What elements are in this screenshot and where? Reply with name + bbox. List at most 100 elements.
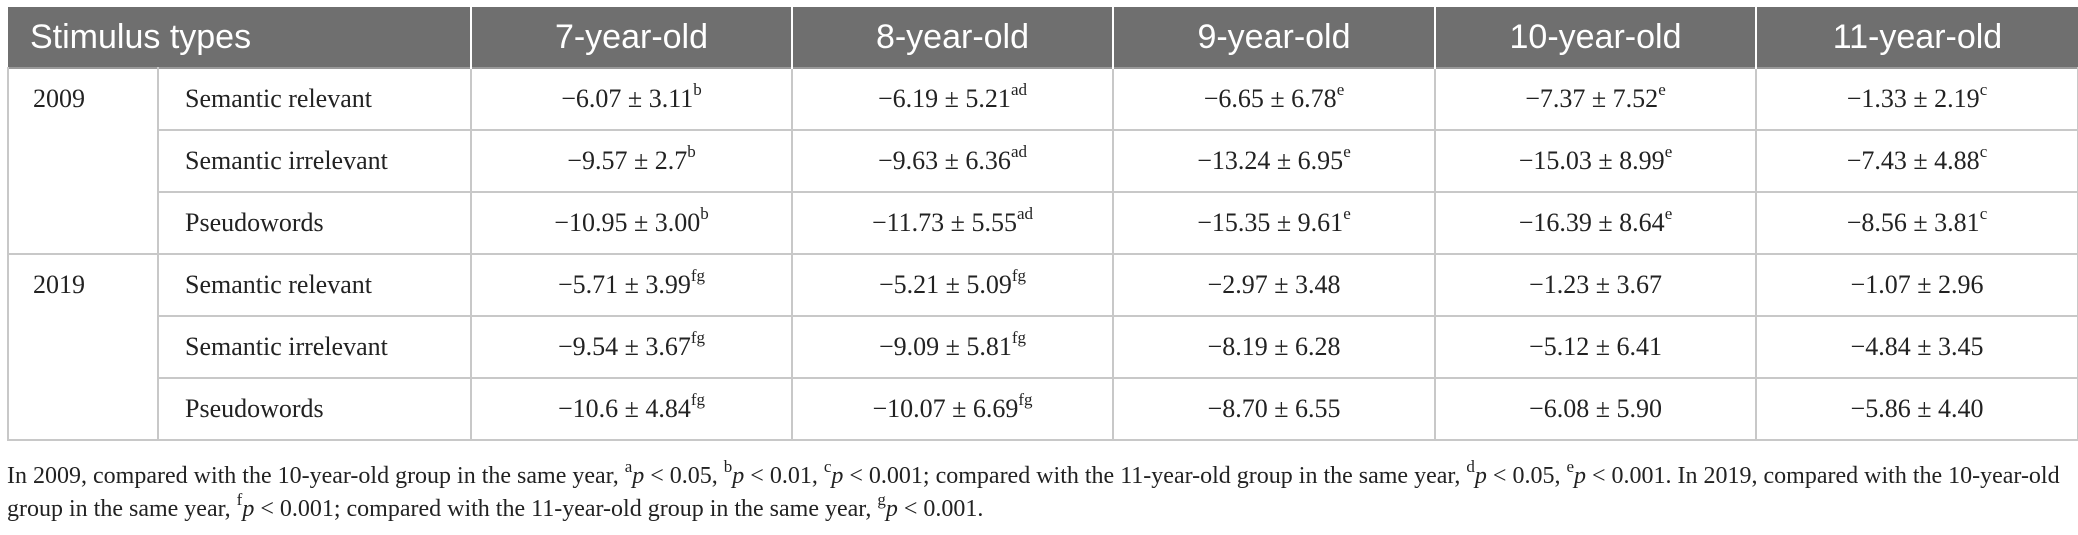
stimulus-type-cell: Pseudowords — [157, 191, 472, 255]
table-row: Semantic irrelevant −9.54 ± 3.67fg −9.09… — [8, 315, 2078, 379]
p-symbol: p — [1474, 463, 1487, 489]
p-symbol: p — [242, 496, 255, 522]
value-cell: −9.63 ± 6.36ad — [791, 129, 1114, 193]
stimulus-type-cell: Semantic relevant — [157, 67, 472, 131]
value-cell: −1.23 ± 3.67 — [1434, 253, 1757, 317]
footnote-sup-b: b — [723, 457, 733, 476]
value-cell: −15.35 ± 9.61e — [1112, 191, 1436, 255]
value-text: −4.84 ± 3.45 — [1850, 332, 1984, 361]
value-cell: −11.73 ± 5.55ad — [791, 191, 1114, 255]
value-text: −1.33 ± 2.19 — [1846, 84, 1980, 113]
footnote-text: < 0.001; compared with the 11-year-old g… — [843, 463, 1467, 489]
year-cell-2019: 2019 — [7, 253, 159, 441]
value-text: −10.07 ± 6.69 — [872, 394, 1019, 423]
footnote-sup-d: d — [1466, 457, 1475, 476]
significance-sup: fg — [690, 266, 706, 286]
footnote-text: < 0.001; compared with the 11-year-old g… — [254, 496, 878, 522]
significance-sup: e — [1343, 204, 1351, 224]
significance-sup: e — [1658, 80, 1666, 100]
value-cell: −6.19 ± 5.21ad — [791, 67, 1114, 131]
value-text: −8.19 ± 6.28 — [1207, 332, 1341, 361]
stimulus-type-cell: Semantic irrelevant — [157, 129, 472, 193]
value-cell: −10.07 ± 6.69fg — [791, 377, 1114, 441]
stimulus-type-cell: Pseudowords — [157, 377, 472, 441]
value-cell: −6.65 ± 6.78e — [1112, 67, 1436, 131]
value-cell: −13.24 ± 6.95e — [1112, 129, 1436, 193]
significance-sup: c — [1979, 204, 1988, 224]
significance-sup: ad — [1010, 142, 1027, 162]
p-symbol: p — [831, 463, 844, 489]
value-cell: −10.95 ± 3.00b — [470, 191, 793, 255]
value-cell: −6.08 ± 5.90 — [1434, 377, 1757, 441]
value-cell: −6.07 ± 3.11b — [470, 67, 793, 131]
value-text: −11.73 ± 5.55 — [871, 208, 1017, 237]
value-text: −5.21 ± 5.09 — [878, 270, 1012, 299]
value-cell: −8.19 ± 6.28 — [1112, 315, 1436, 379]
p-symbol: p — [732, 463, 745, 489]
footnote-sup-e: e — [1566, 457, 1574, 476]
significance-sup: b — [693, 80, 702, 100]
value-text: −9.63 ± 6.36 — [878, 146, 1011, 175]
significance-sup: fg — [1011, 328, 1027, 348]
value-text: −5.12 ± 6.41 — [1529, 332, 1662, 361]
significance-sup: e — [1343, 142, 1351, 162]
p-symbol: p — [1574, 463, 1586, 489]
footnote-text: < 0.01, — [744, 463, 824, 489]
significance-sup: fg — [1011, 266, 1027, 286]
significance-sup: ad — [1016, 204, 1033, 224]
value-cell: −5.21 ± 5.09fg — [791, 253, 1114, 317]
value-cell: −1.07 ± 2.96 — [1755, 253, 2078, 317]
value-cell: −4.84 ± 3.45 — [1755, 315, 2078, 379]
significance-sup: fg — [690, 390, 706, 410]
footnote-sup-f: f — [236, 490, 243, 509]
value-text: −6.19 ± 5.21 — [878, 84, 1011, 113]
significance-sup: c — [1979, 142, 1988, 162]
year-cell-2009: 2009 — [7, 67, 159, 255]
table-row: Pseudowords −10.6 ± 4.84fg −10.07 ± 6.69… — [8, 377, 2078, 441]
significance-sup: e — [1664, 204, 1673, 224]
value-text: −2.97 ± 3.48 — [1207, 270, 1341, 299]
table-footnote: In 2009, compared with the 10-year-old g… — [7, 457, 2073, 526]
value-text: −5.71 ± 3.99 — [557, 270, 691, 299]
value-cell: −1.33 ± 2.19c — [1755, 67, 2078, 131]
value-text: −7.43 ± 4.88 — [1846, 146, 1980, 175]
significance-sup: b — [687, 142, 696, 162]
value-text: −15.35 ± 9.61 — [1197, 208, 1344, 237]
header-11-year-old: 11-year-old — [1755, 7, 2078, 68]
value-text: −6.08 ± 5.90 — [1529, 394, 1662, 423]
table-row: Pseudowords −10.95 ± 3.00b −11.73 ± 5.55… — [8, 191, 2078, 255]
table-row: Semantic irrelevant −9.57 ± 2.7b −9.63 ±… — [8, 129, 2078, 193]
header-10-year-old: 10-year-old — [1434, 7, 1756, 68]
value-text: −8.70 ± 6.55 — [1207, 394, 1341, 423]
value-cell: −7.43 ± 4.88c — [1755, 129, 2078, 193]
value-text: −9.09 ± 5.81 — [878, 332, 1012, 361]
value-cell: −5.71 ± 3.99fg — [470, 253, 793, 317]
header-7-year-old: 7-year-old — [470, 7, 792, 68]
results-table: Stimulus types 7-year-old 8-year-old 9-y… — [7, 7, 2078, 441]
value-text: −10.6 ± 4.84 — [557, 394, 691, 423]
significance-sup: fg — [690, 328, 706, 348]
value-text: −1.23 ± 3.67 — [1529, 270, 1662, 299]
table-row: 2009 Semantic relevant −6.07 ± 3.11b −6.… — [7, 67, 2078, 255]
footnote-sup-g: g — [877, 490, 886, 509]
value-text: −6.65 ± 6.78 — [1203, 84, 1337, 113]
value-cell: −8.70 ± 6.55 — [1112, 377, 1436, 441]
value-cell: −9.09 ± 5.81fg — [791, 315, 1114, 379]
header-9-year-old: 9-year-old — [1112, 7, 1435, 68]
results-table-container: Stimulus types 7-year-old 8-year-old 9-y… — [7, 7, 2078, 441]
footnote-sup-a: a — [624, 457, 633, 476]
footnote-text: < 0.05, — [1486, 463, 1567, 489]
value-text: −9.57 ± 2.7 — [567, 146, 688, 175]
value-cell: −9.54 ± 3.67fg — [470, 315, 793, 379]
footnote-text: < 0.001. In 2019, compared with the 10-y… — [7, 463, 2060, 522]
value-text: −8.56 ± 3.81 — [1846, 208, 1980, 237]
header-row: Stimulus types 7-year-old 8-year-old 9-y… — [8, 7, 2078, 68]
header-8-year-old: 8-year-old — [791, 7, 1113, 68]
value-cell: −8.56 ± 3.81c — [1755, 191, 2078, 255]
table-row: 2019 Semantic relevant −5.71 ± 3.99fg −5… — [7, 253, 2078, 441]
significance-sup: e — [1664, 142, 1673, 162]
value-cell: −5.86 ± 4.40 — [1755, 377, 2078, 441]
value-cell: −2.97 ± 3.48 — [1112, 253, 1436, 317]
footnote-text: In 2009, compared with the 10-year-old g… — [7, 463, 625, 489]
stimulus-type-cell: Semantic relevant — [157, 253, 472, 317]
